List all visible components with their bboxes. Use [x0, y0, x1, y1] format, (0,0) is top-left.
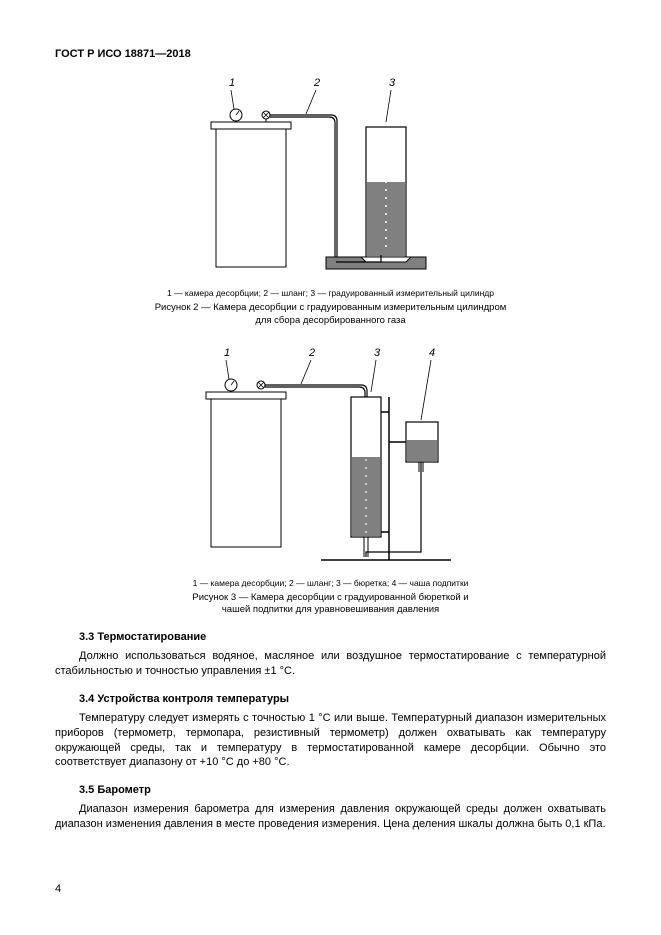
- fig3-label-2: 2: [308, 347, 315, 359]
- page-number: 4: [55, 883, 61, 895]
- figure-3-legend: 1 — камера десорбции; 2 — шланг; 3 — бюр…: [55, 578, 606, 588]
- fig2-label-3: 3: [389, 77, 396, 89]
- figure-2-caption-line1: Рисунок 2 — Камера десорбции с градуиров…: [155, 302, 507, 313]
- figure-2-caption-line2: для сбора десорбированного газа: [255, 315, 405, 326]
- section-3-5-p1: Диапазон измерения барометра для измерен…: [55, 802, 606, 832]
- figure-3-caption: Рисунок 3 — Камера десорбции с градуиров…: [55, 592, 606, 618]
- figure-3-svg: 1 2 3 4: [171, 342, 491, 572]
- section-3-4-p1: Температуру следует измерять с точностью…: [55, 711, 606, 770]
- figure-3-caption-line2: чашей подпитки для уравновешивания давле…: [222, 604, 439, 615]
- section-3-3-title: 3.3 Термостатирование: [55, 631, 606, 643]
- section-3-4-title: 3.4 Устройства контроля температуры: [55, 693, 606, 705]
- figure-2-legend: 1 — камера десорбции; 2 — шланг; 3 — гра…: [55, 288, 606, 298]
- fig3-label-3: 3: [374, 347, 381, 359]
- document-header: ГОСТ Р ИСО 18871—2018: [55, 48, 606, 60]
- fig2-label-1: 1: [229, 77, 235, 89]
- figure-2: 1 2 3: [55, 72, 606, 328]
- fig2-label-2: 2: [313, 77, 320, 89]
- figure-2-svg: 1 2 3: [181, 72, 481, 282]
- figure-3: 1 2 3 4: [55, 342, 606, 618]
- figure-2-caption: Рисунок 2 — Камера десорбции с градуиров…: [55, 302, 606, 328]
- figure-3-caption-line1: Рисунок 3 — Камера десорбции с градуиров…: [192, 592, 468, 603]
- fig3-label-4: 4: [429, 347, 435, 359]
- fig3-label-1: 1: [224, 347, 230, 359]
- section-3-5-title: 3.5 Барометр: [55, 784, 606, 796]
- section-3-3-p1: Должно использоваться водяное, масляное …: [55, 649, 606, 679]
